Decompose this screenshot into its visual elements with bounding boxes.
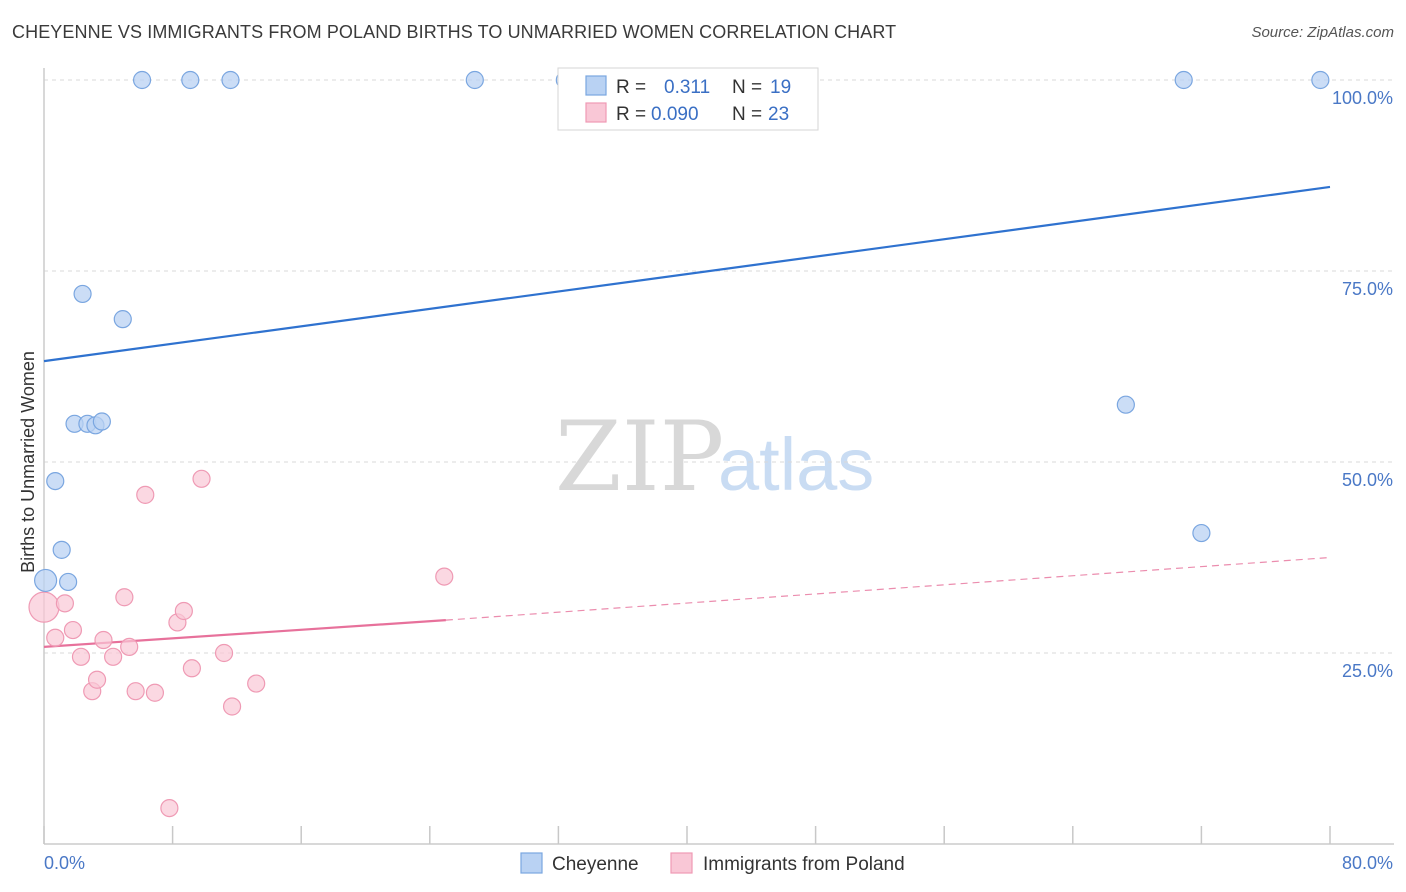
bottom-legend: Cheyenne Immigrants from Poland bbox=[520, 852, 905, 875]
point-poland-0 bbox=[28, 591, 60, 623]
point-poland-21 bbox=[435, 567, 454, 586]
point-poland-17 bbox=[192, 469, 211, 488]
bottom-legend-label-cheyenne: Cheyenne bbox=[552, 854, 639, 875]
point-poland-19 bbox=[222, 697, 242, 716]
point-poland-9 bbox=[115, 588, 134, 607]
point-cheyenne-12 bbox=[221, 70, 240, 90]
point-cheyenne-10 bbox=[132, 70, 152, 90]
y-tick-label-3: 100.0% bbox=[1332, 88, 1393, 108]
point-poland-1 bbox=[46, 628, 65, 647]
trendline-poland-dashed bbox=[445, 556, 1331, 621]
x-tick-label-max: 80.0% bbox=[1342, 853, 1393, 873]
point-cheyenne-2 bbox=[52, 540, 71, 559]
point-poland-6 bbox=[87, 670, 107, 689]
point-poland-8 bbox=[104, 647, 123, 666]
point-cheyenne-17 bbox=[1174, 70, 1193, 90]
legend-swatch-poland bbox=[585, 102, 607, 123]
x-tick-labels: 0.0% 80.0% bbox=[44, 853, 1393, 873]
point-cheyenne-3 bbox=[59, 572, 78, 592]
y-tick-label-2: 75.0% bbox=[1342, 279, 1393, 299]
bottom-legend-swatch-poland bbox=[670, 852, 693, 874]
point-poland-22 bbox=[160, 798, 179, 818]
point-cheyenne-15 bbox=[1116, 395, 1135, 414]
point-cheyenne-11 bbox=[181, 70, 200, 90]
point-cheyenne-8 bbox=[73, 284, 92, 304]
legend-n-label-cheyenne: N = bbox=[732, 77, 762, 98]
point-poland-11 bbox=[126, 682, 145, 701]
point-poland-3 bbox=[63, 620, 83, 640]
legend-swatch-cheyenne bbox=[585, 75, 607, 96]
bottom-legend-label-poland: Immigrants from Poland bbox=[703, 854, 905, 875]
point-poland-16 bbox=[182, 659, 201, 678]
point-cheyenne-0 bbox=[34, 568, 58, 593]
data-points bbox=[28, 70, 1330, 818]
point-poland-15 bbox=[174, 601, 193, 621]
chart-title: CHEYENNE VS IMMIGRANTS FROM POLAND BIRTH… bbox=[12, 22, 897, 42]
point-poland-2 bbox=[55, 594, 74, 613]
y-tick-label-0: 25.0% bbox=[1342, 661, 1393, 681]
point-cheyenne-16 bbox=[1192, 523, 1211, 543]
legend-r-label-cheyenne: R = bbox=[616, 77, 646, 98]
point-cheyenne-13 bbox=[465, 70, 484, 90]
legend-r-label-poland: R = bbox=[616, 104, 646, 125]
point-cheyenne-7 bbox=[92, 412, 111, 431]
y-axis-title: Births to Unmarried Women bbox=[18, 351, 38, 573]
point-poland-4 bbox=[71, 647, 91, 666]
point-cheyenne-1 bbox=[46, 472, 65, 491]
legend-r-value-cheyenne: 0.311 bbox=[664, 77, 710, 98]
point-poland-7 bbox=[94, 630, 113, 650]
legend: R = 0.311 N = 19 R = 0.090 N = 23 bbox=[557, 67, 819, 131]
legend-n-label-poland: N = bbox=[732, 104, 762, 125]
axes bbox=[43, 68, 1394, 845]
point-poland-20 bbox=[247, 674, 266, 693]
point-poland-10 bbox=[120, 637, 139, 656]
bottom-legend-swatch-cheyenne bbox=[520, 852, 543, 874]
trendline-cheyenne bbox=[43, 185, 1331, 363]
y-tick-labels: 25.0% 50.0% 75.0% 100.0% bbox=[1332, 88, 1393, 681]
point-poland-18 bbox=[214, 643, 234, 663]
legend-r-value-poland: 0.090 bbox=[651, 104, 699, 125]
chart-source: Source: ZipAtlas.com bbox=[1251, 24, 1394, 41]
y-tick-label-1: 50.0% bbox=[1342, 470, 1393, 490]
watermark-atlas: atlas bbox=[718, 423, 874, 506]
point-cheyenne-18 bbox=[1311, 70, 1330, 90]
watermark-zip: ZIP bbox=[555, 401, 724, 513]
watermark: ZIP atlas bbox=[555, 401, 874, 513]
legend-n-value-poland: 23 bbox=[768, 104, 789, 125]
point-cheyenne-9 bbox=[113, 310, 132, 329]
legend-n-value-cheyenne: 19 bbox=[770, 77, 791, 98]
point-poland-12 bbox=[136, 485, 155, 504]
x-tick-label-min: 0.0% bbox=[44, 853, 85, 873]
point-poland-13 bbox=[145, 683, 165, 702]
